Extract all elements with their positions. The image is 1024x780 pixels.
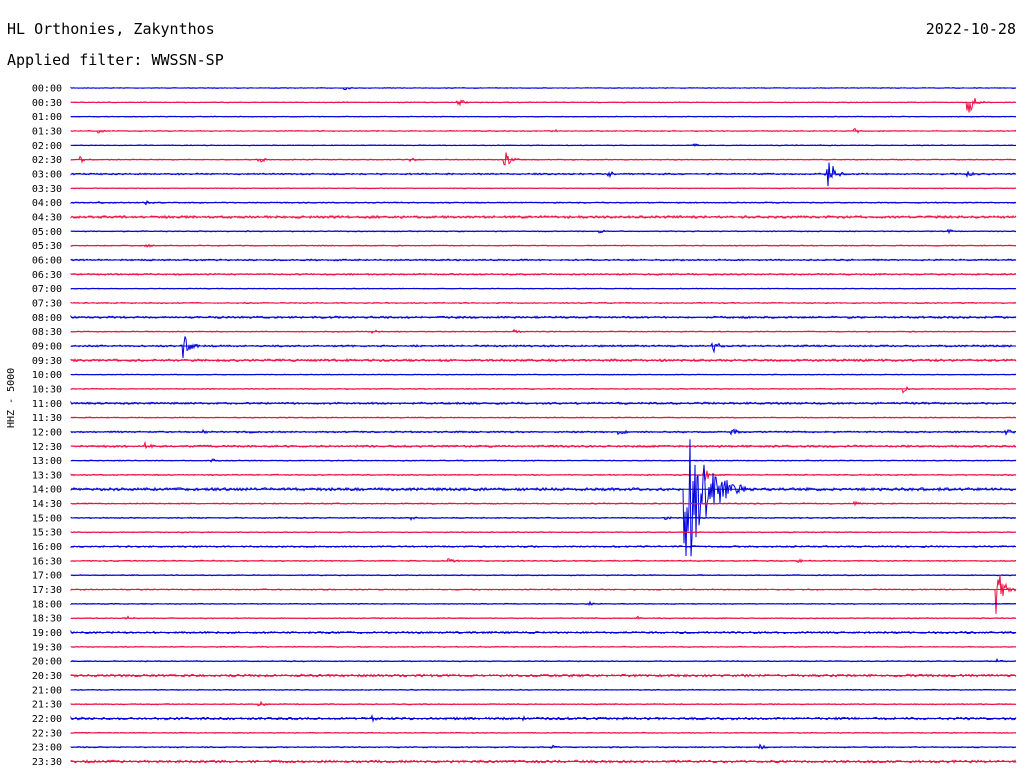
trace-line — [70, 439, 1017, 557]
time-tick-label: 06:00 — [32, 255, 62, 266]
time-tick-label: 22:00 — [32, 714, 62, 725]
time-tick-label: 01:30 — [32, 126, 62, 137]
time-tick-label: 02:30 — [32, 155, 62, 166]
time-tick-label: 13:00 — [32, 456, 62, 467]
trace-line — [70, 440, 1017, 450]
time-tick-label: 22:30 — [32, 728, 62, 739]
time-tick-label: 20:30 — [32, 671, 62, 682]
time-tick-label: 08:00 — [32, 313, 62, 324]
time-tick-label: 23:30 — [32, 757, 62, 768]
time-tick-label: 09:30 — [32, 356, 62, 367]
time-tick-label: 10:00 — [32, 370, 62, 381]
time-tick-label: 18:30 — [32, 614, 62, 625]
time-tick-label: 05:00 — [32, 227, 62, 238]
trace-line — [70, 574, 1017, 614]
time-tick-label: 14:00 — [32, 485, 62, 496]
trace-line — [70, 336, 1017, 359]
time-tick-label: 16:30 — [32, 556, 62, 567]
trace-line — [70, 152, 1017, 166]
time-tick-label: 23:00 — [32, 743, 62, 754]
time-tick-label: 21:00 — [32, 685, 62, 696]
filter-label: Applied filter: WWSSN-SP — [7, 51, 224, 69]
time-tick-label: 10:30 — [32, 384, 62, 395]
time-tick-label: 01:00 — [32, 112, 62, 123]
time-tick-label: 20:00 — [32, 657, 62, 668]
time-tick-label: 17:30 — [32, 585, 62, 596]
time-tick-label: 03:30 — [32, 184, 62, 195]
time-tick-label: 15:30 — [32, 528, 62, 539]
time-tick-label: 15:00 — [32, 513, 62, 524]
time-tick-label: 16:00 — [32, 542, 62, 553]
time-tick-label: 13:30 — [32, 470, 62, 481]
time-tick-label: 11:00 — [32, 399, 62, 410]
time-tick-label: 00:00 — [32, 84, 62, 95]
time-tick-label: 07:30 — [32, 298, 62, 309]
trace-line — [70, 385, 1017, 394]
time-tick-label: 04:00 — [32, 198, 62, 209]
station-title: HL Orthonies, Zakynthos — [7, 20, 215, 38]
time-tick-label: 19:00 — [32, 628, 62, 639]
time-tick-label: 12:00 — [32, 427, 62, 438]
time-tick-label: 14:30 — [32, 499, 62, 510]
time-tick-label: 11:30 — [32, 413, 62, 424]
time-tick-label: 02:00 — [32, 141, 62, 152]
time-tick-label: 08:30 — [32, 327, 62, 338]
time-tick-label: 18:00 — [32, 599, 62, 610]
time-tick-label: 09:00 — [32, 341, 62, 352]
time-tick-label: 19:30 — [32, 642, 62, 653]
time-tick-label: 12:30 — [32, 442, 62, 453]
date-label: 2022-10-28 — [925, 20, 1016, 38]
time-tick-label: 07:00 — [32, 284, 62, 295]
trace-line — [70, 467, 1017, 482]
time-tick-label: 21:30 — [32, 700, 62, 711]
time-tick-label: 17:00 — [32, 571, 62, 582]
time-tick-label: 06:30 — [32, 270, 62, 281]
time-tick-label: 04:30 — [32, 212, 62, 223]
time-tick-label: 03:00 — [32, 169, 62, 180]
trace-line — [70, 98, 1017, 113]
time-tick-label: 05:30 — [32, 241, 62, 252]
time-tick-label: 00:30 — [32, 98, 62, 109]
